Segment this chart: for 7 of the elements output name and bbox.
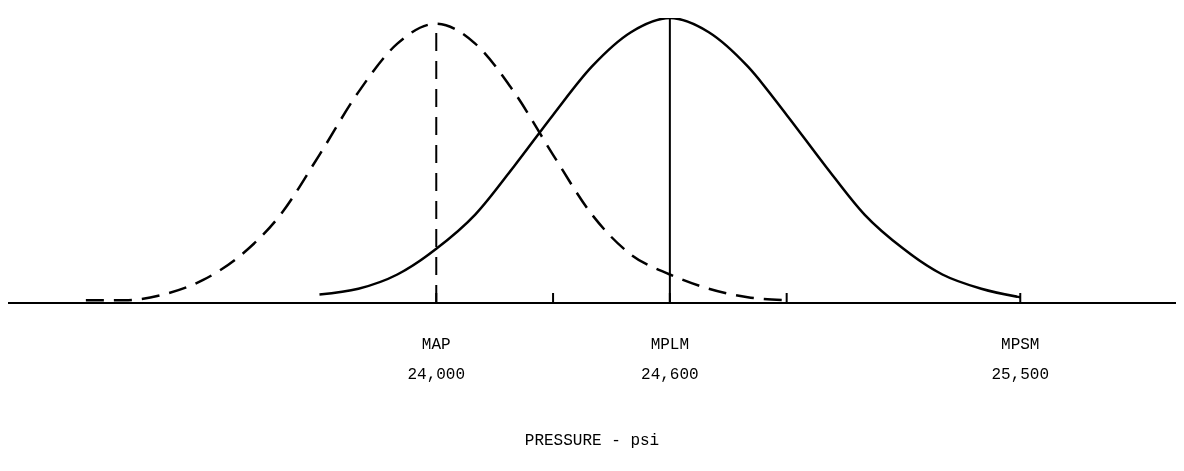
ref-line-label: MPLM (650, 336, 690, 354)
text: MPSM (1001, 336, 1040, 354)
x-tick-label: 24,600 (641, 366, 699, 384)
x-axis-title: PRESSURE - psi (524, 432, 660, 450)
ref-line-label: MAP (421, 336, 451, 354)
x-tick-label: 25,500 (991, 366, 1050, 384)
x-tick-label: 24,000 (407, 366, 466, 384)
